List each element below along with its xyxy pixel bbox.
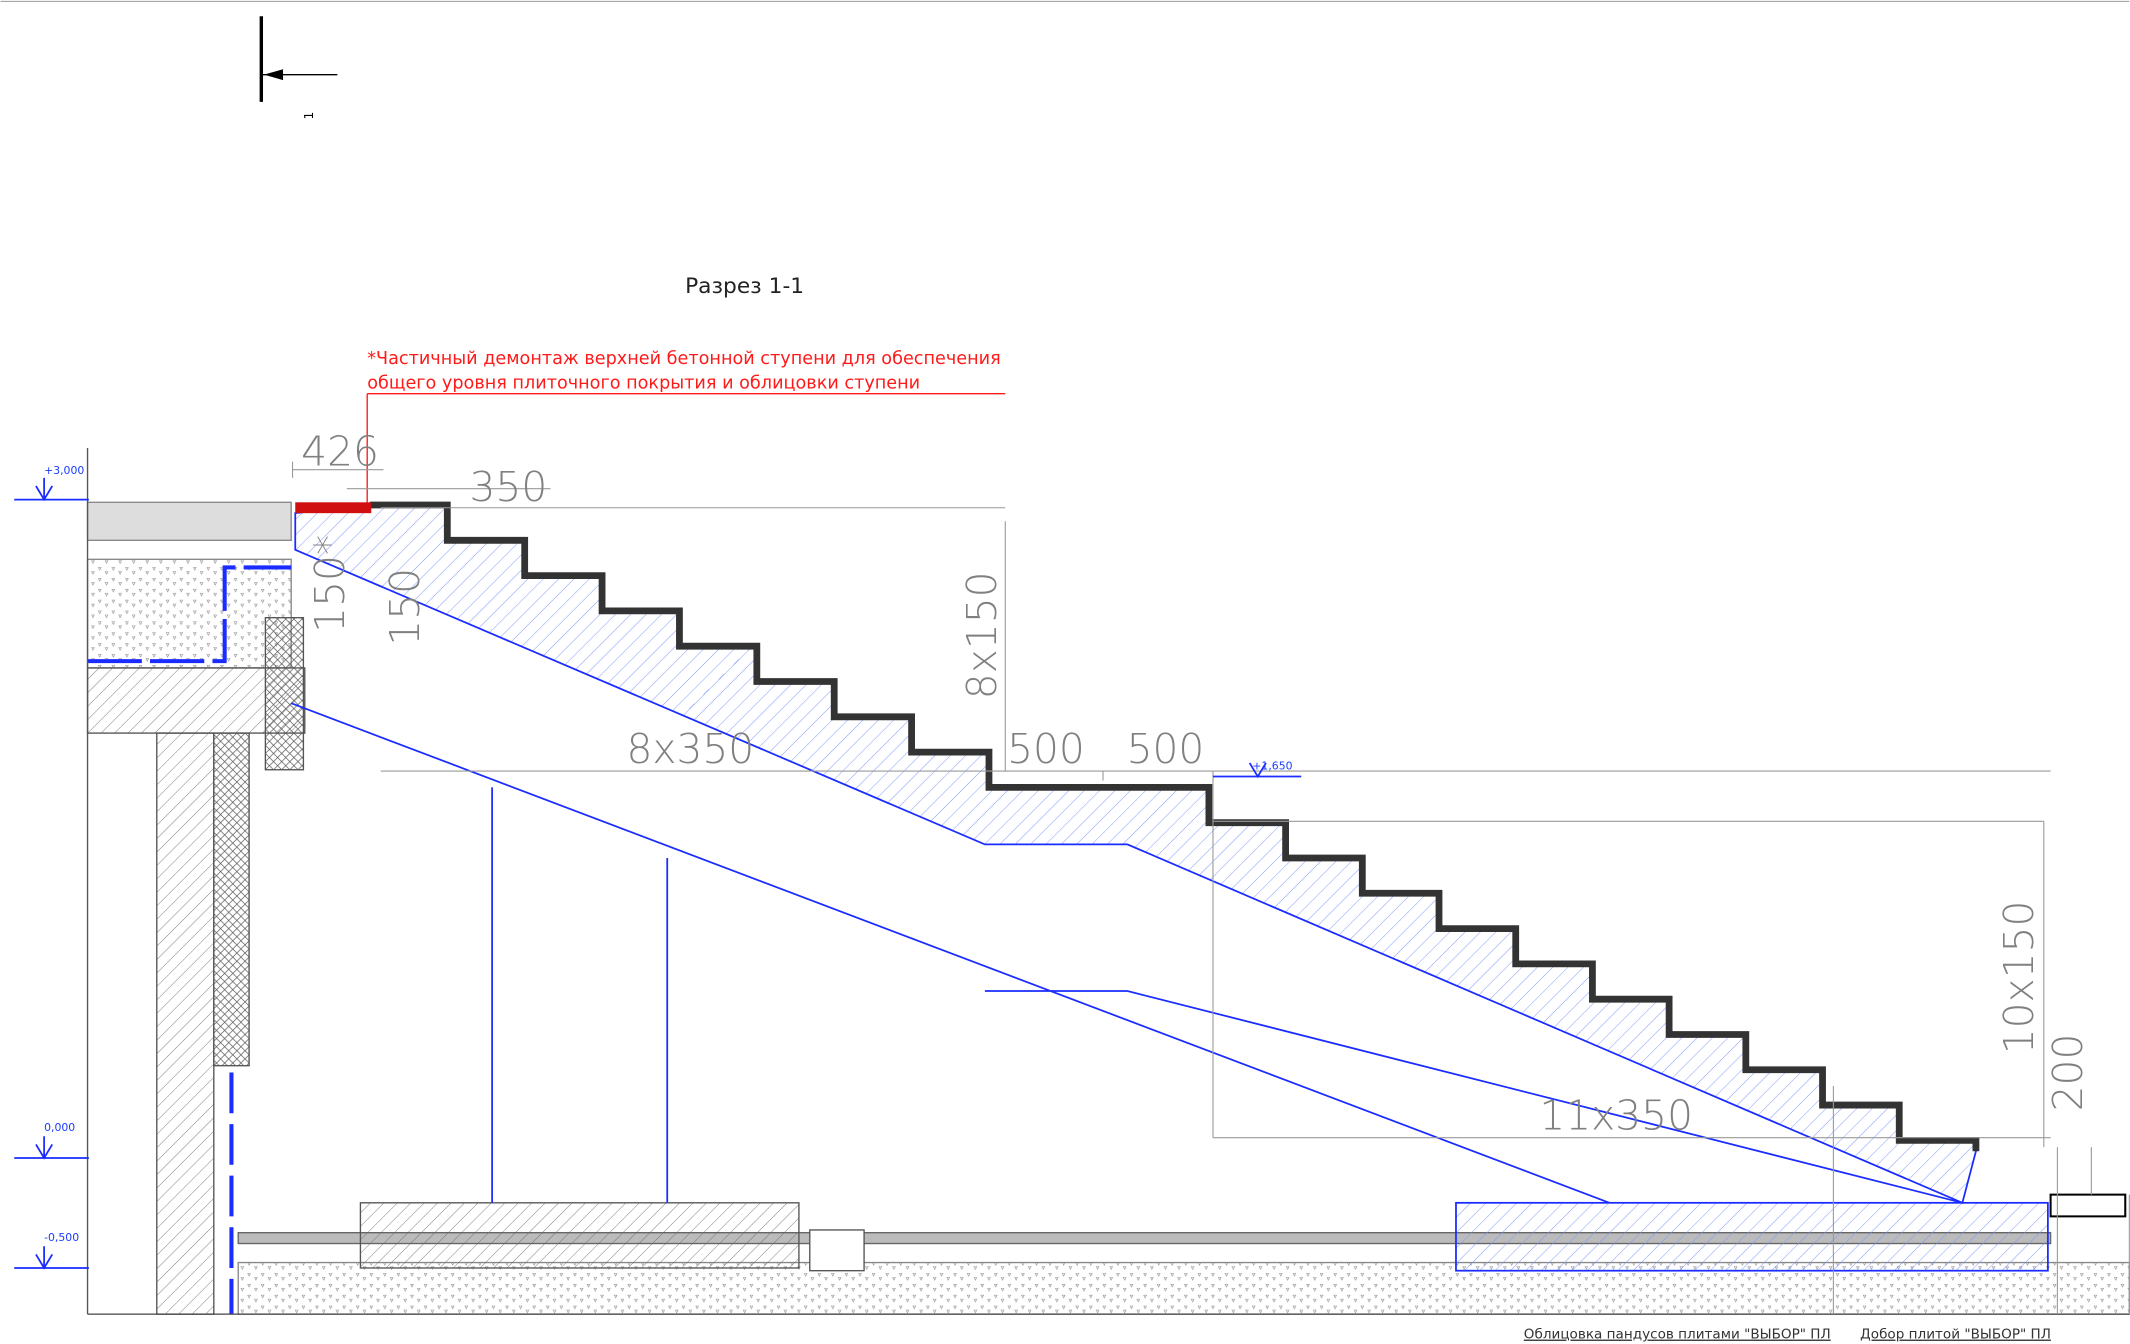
insulation xyxy=(264,617,305,771)
title: Разрез 1-1 xyxy=(685,274,804,299)
dimension: 11x350 xyxy=(1539,1092,1693,1140)
step-end xyxy=(2049,1193,2127,1218)
footing xyxy=(1455,1201,2049,1272)
dimension: 500 xyxy=(1007,725,1085,773)
label: Добор плитой "ВЫБОР" ПЛ xyxy=(1860,1327,2051,1343)
level: +3,000 xyxy=(44,464,84,477)
floor-screed xyxy=(237,1232,2052,1245)
demolition-area xyxy=(295,502,372,514)
waterproofing xyxy=(87,565,292,664)
label: Облицовка пандусов плитами "ВЫБОР" ПЛ xyxy=(1524,1327,1831,1343)
paving xyxy=(86,501,292,541)
dimension: 200 xyxy=(2044,1034,2092,1112)
dimension: 350 xyxy=(470,463,548,511)
arrow-head xyxy=(264,69,284,81)
insulation xyxy=(213,732,250,1067)
dimension: 426 xyxy=(301,428,379,476)
level-marks xyxy=(14,477,1302,1270)
slab xyxy=(86,558,292,669)
footing xyxy=(359,1202,800,1269)
dimension: 10x150 xyxy=(1995,901,2043,1055)
level: -0,500 xyxy=(44,1231,79,1244)
note-line: *Частичный демонтаж верхней бетонной сту… xyxy=(367,349,1001,369)
dimension: 150 xyxy=(381,568,429,646)
wall xyxy=(156,732,215,1315)
note-leader xyxy=(366,393,1006,506)
dimension: 8x350 xyxy=(626,725,754,773)
dimension: 500 xyxy=(1127,725,1205,773)
level: +1,650 xyxy=(1252,760,1292,773)
dimension-lines xyxy=(291,461,2130,1315)
dimension: 8x150 xyxy=(958,571,1006,699)
note-line: общего уровня плиточного покрытия и обли… xyxy=(367,373,920,393)
tile-finish xyxy=(369,501,1980,1152)
level: 0,000 xyxy=(44,1121,75,1134)
section-mark: 1 xyxy=(302,112,316,120)
drain xyxy=(809,1229,865,1272)
dimension: 150* xyxy=(306,535,354,633)
support-lines xyxy=(290,702,1963,1204)
